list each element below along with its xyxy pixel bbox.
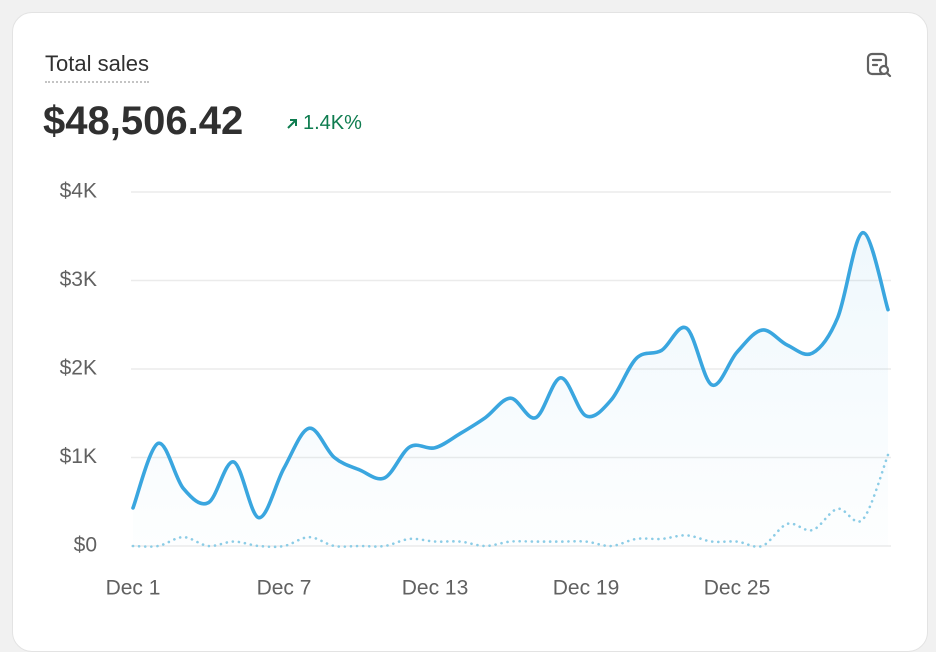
change: 1.4K% [285,112,362,135]
x-tick-label: Dec 13 [402,577,469,600]
up-arrow [287,118,297,129]
page: Total sales $48,506.42 1.4K% $0 $1K $2K $3K… [12,12,928,652]
y-tick-label: $4K [60,180,97,203]
sales-line [131,230,890,520]
total-value: $48,506.42 [43,99,244,143]
card-title[interactable]: Total sales [45,51,149,83]
y-tick-label: $2K [60,357,97,380]
change-value: 1.4K% [303,112,362,134]
y-tick-label: $3K [60,268,97,291]
x-tick-label: Dec 7 [257,577,312,600]
y-tick-label: $1K [60,445,97,468]
y-tick-label: $0 [74,534,97,557]
x-tick-label: Dec 25 [704,577,771,600]
explore-icon[interactable] [865,51,893,79]
chart: $0 $1K $2K $3K $4K Dec 1 Dec 7 Dec 13 Dec 19 Dec … [60,180,891,600]
area [133,232,888,546]
x-tick-label: Dec 19 [553,577,620,600]
x-tick-label: Dec 1 [106,577,161,600]
